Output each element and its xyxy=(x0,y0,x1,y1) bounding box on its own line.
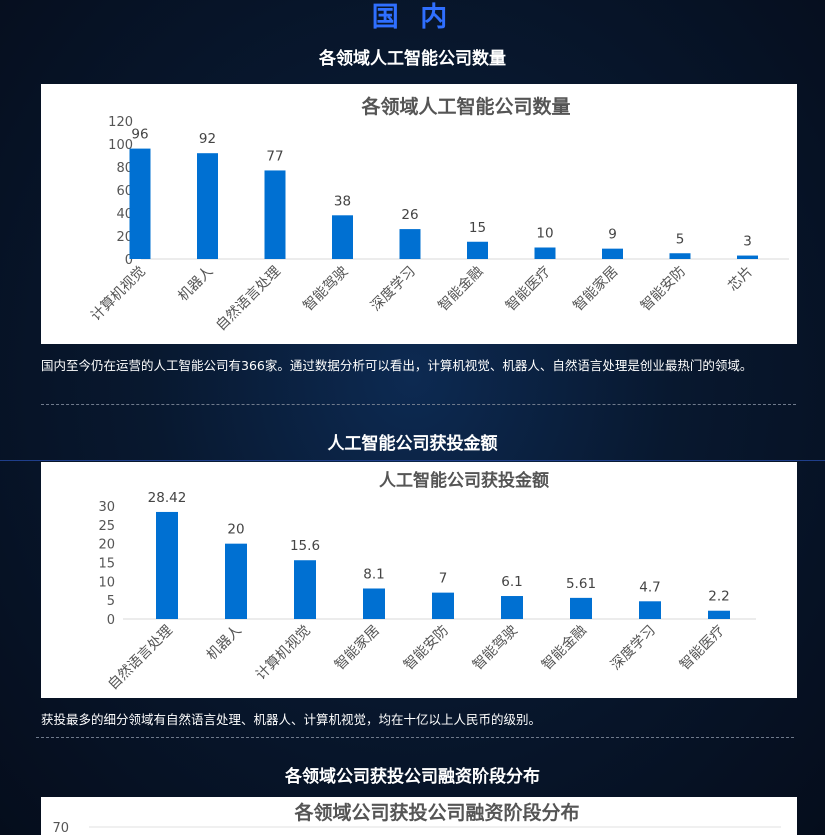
data-label: 38 xyxy=(334,193,351,209)
y-tick-label: 5 xyxy=(107,594,115,609)
x-tick-label: 智能安防 xyxy=(638,264,689,315)
bar xyxy=(501,596,523,619)
chart-funding-stage: 各领域公司获投公司融资阶段分布 70 xyxy=(52,801,781,835)
x-tick-label: 智能驾驶 xyxy=(470,623,521,674)
data-label: 26 xyxy=(401,207,418,223)
x-tick-label: 自然语言处理 xyxy=(104,622,175,693)
chart-panel-company-count: 各领域人工智能公司数量 0 20 40 60 80 100 120 96 计算机视觉 92 机器人 77… xyxy=(41,84,797,344)
caption-company-count: 国内至今仍在运营的人工智能公司有366家。通过数据分析可以看出，计算机视觉、机器… xyxy=(41,358,753,373)
y-tick-label: 0 xyxy=(107,613,115,628)
x-tick-label: 自然语言处理 xyxy=(212,263,283,334)
data-label: 5 xyxy=(676,231,685,247)
x-tick-label: 智能医疗 xyxy=(677,623,728,674)
bar xyxy=(467,241,488,259)
data-label: 77 xyxy=(266,148,283,164)
x-tick-label: 智能金融 xyxy=(539,623,590,674)
x-tick-label: 深度学习 xyxy=(608,623,659,674)
chart-title: 各领域人工智能公司数量 xyxy=(360,95,570,118)
y-tick-label: 10 xyxy=(98,575,115,590)
bar xyxy=(602,248,623,259)
x-tick-label: 芯片 xyxy=(725,264,756,295)
x-tick-label: 计算机视觉 xyxy=(88,264,149,325)
chart-panel-investment-amount: 人工智能公司获投金额 0 5 10 15 20 25 30 28.42 自然语言处理 20 机器人 15… xyxy=(41,462,797,698)
chart-panel-funding-stage: 各领域公司获投公司融资阶段分布 70 xyxy=(41,797,797,835)
section-title-funding-stage: 各领域公司获投公司融资阶段分布 xyxy=(285,767,540,787)
bar xyxy=(669,253,691,259)
section-divider xyxy=(36,737,794,738)
x-tick-label: 智能金融 xyxy=(435,264,486,315)
data-label: 28.42 xyxy=(148,490,187,506)
accent-line xyxy=(0,460,825,461)
data-label: 15.6 xyxy=(290,538,320,554)
data-label: 2.2 xyxy=(708,589,729,605)
bar xyxy=(129,148,151,259)
bar xyxy=(264,170,286,259)
page-heading: 国 内 xyxy=(371,2,454,33)
bar xyxy=(156,511,178,619)
y-tick-label: 60 xyxy=(116,184,133,199)
y-tick-label: 100 xyxy=(108,138,133,153)
bar xyxy=(570,597,592,619)
x-tick-label: 机器人 xyxy=(175,264,216,305)
x-tick-label: 智能家居 xyxy=(570,263,622,315)
section-divider xyxy=(41,404,796,405)
y-tick-label: 70 xyxy=(52,821,69,835)
data-label: 6.1 xyxy=(501,574,522,590)
data-label: 9 xyxy=(608,227,617,243)
bar xyxy=(332,215,353,259)
data-label: 15 xyxy=(469,220,486,236)
bar xyxy=(737,255,758,259)
bar xyxy=(363,588,385,619)
bar xyxy=(197,153,218,259)
y-tick-label: 20 xyxy=(98,538,115,553)
y-tick-label: 30 xyxy=(98,500,115,515)
bar xyxy=(432,592,454,619)
data-label: 5.61 xyxy=(566,576,596,592)
y-tick-label: 20 xyxy=(116,230,133,245)
y-tick-label: 15 xyxy=(98,557,115,572)
caption-investment-amount: 获投最多的细分领域有自然语言处理、机器人、计算机视觉，均在十亿以上人民币的级别。 xyxy=(41,712,542,727)
x-tick-label: 智能驾驶 xyxy=(300,264,351,315)
y-tick-label: 0 xyxy=(125,253,133,268)
bar xyxy=(534,247,556,259)
bar xyxy=(399,229,421,259)
data-label: 96 xyxy=(131,127,148,143)
data-label: 7 xyxy=(439,571,448,587)
chart-title: 人工智能公司获投金额 xyxy=(379,470,549,491)
x-tick-label: 计算机视觉 xyxy=(253,623,314,684)
data-label: 3 xyxy=(743,234,752,250)
data-label: 20 xyxy=(227,522,244,538)
bar xyxy=(294,560,316,619)
data-label: 92 xyxy=(199,131,216,147)
section-title-investment-amount: 人工智能公司获投金额 xyxy=(327,434,498,454)
data-label: 8.1 xyxy=(363,566,384,582)
chart-investment-amount: 人工智能公司获投金额 0 5 10 15 20 25 30 28.42 自然语言处理 20 机器人 15… xyxy=(98,470,756,693)
chart-title: 各领域公司获投公司融资阶段分布 xyxy=(293,801,579,824)
x-tick-label: 智能医疗 xyxy=(503,264,554,315)
section-title-company-count: 各领域人工智能公司数量 xyxy=(319,49,506,69)
x-tick-label: 机器人 xyxy=(204,623,245,664)
y-tick-label: 80 xyxy=(116,161,133,176)
bar xyxy=(225,543,247,619)
y-tick-label: 40 xyxy=(116,207,133,222)
data-label: 4.7 xyxy=(639,579,660,595)
y-tick-label: 120 xyxy=(108,115,133,130)
x-tick-label: 智能家居 xyxy=(331,622,383,674)
data-label: 10 xyxy=(536,226,553,242)
x-tick-label: 智能安防 xyxy=(401,623,452,674)
y-tick-label: 25 xyxy=(98,519,115,534)
x-tick-label: 深度学习 xyxy=(368,264,419,315)
bar xyxy=(708,610,730,619)
bar xyxy=(639,601,661,619)
